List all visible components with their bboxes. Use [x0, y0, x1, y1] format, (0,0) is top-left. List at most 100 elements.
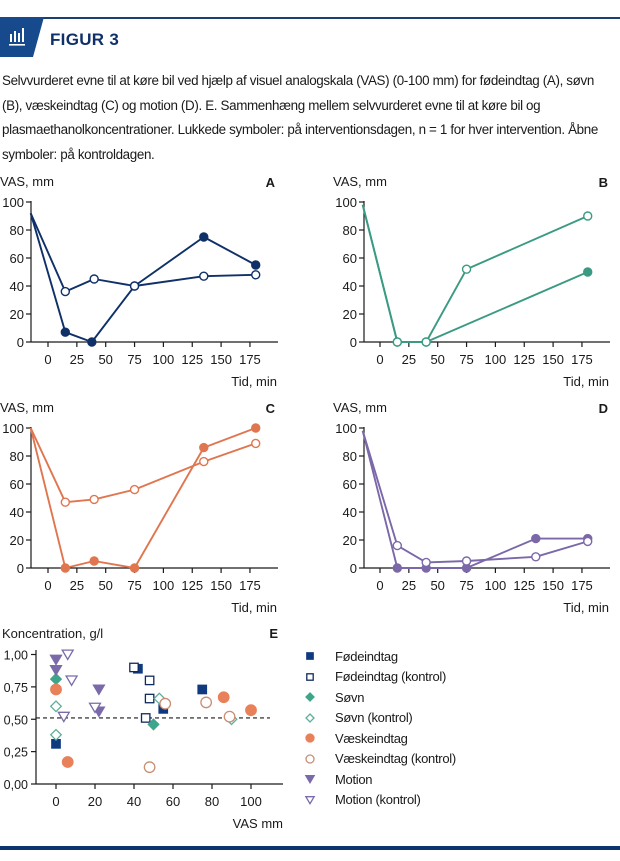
bar-chart-icon: [0, 17, 44, 57]
panel-e: 0,00 0,25 0,50 0,75 1,00 0 20 40 60 80 100 Koncentr…: [2, 626, 283, 831]
triangle-down-marker-icon: [304, 775, 316, 785]
data-point: [392, 540, 403, 551]
x-tick-label: 20: [88, 794, 102, 809]
legend-item: Motion (kontrol): [303, 790, 456, 811]
circle-marker-icon: [305, 733, 315, 743]
x-tick-label: 25: [402, 578, 416, 593]
data-point: [461, 264, 472, 274]
y-tick-label: 80: [10, 449, 24, 464]
series-line-intervention: [361, 430, 588, 569]
x-tick-label: 175: [239, 578, 261, 593]
data-point: [89, 494, 99, 505]
y-tick-label: 20: [10, 307, 24, 322]
scatter-point: [147, 718, 160, 731]
x-tick-label: 150: [210, 578, 232, 593]
legend-marker: [306, 652, 314, 661]
figure-badge: [0, 17, 44, 57]
data-point: [583, 536, 593, 547]
data-point: [531, 552, 541, 562]
series-line-control: [361, 430, 588, 564]
x-tick-label: 50: [98, 352, 112, 367]
scatter-point: [143, 761, 156, 774]
legend-marker: [305, 712, 315, 723]
figure-title: FIGUR 3: [50, 30, 120, 49]
legend-item: Væskeindtag (kontrol): [303, 749, 456, 770]
scatter-point: [57, 711, 71, 723]
x-axis-label: VAS mm: [233, 816, 283, 831]
scatter-point: [200, 696, 213, 709]
scatter-point: [144, 675, 155, 686]
panel-label: A: [266, 175, 276, 190]
data-point: [392, 337, 403, 347]
panel-label: B: [599, 175, 608, 190]
panel-label: E: [269, 626, 278, 641]
scatter-point: [61, 756, 74, 768]
y-tick-label: 1,00: [4, 649, 28, 663]
x-axis-label: Tid, min: [231, 600, 277, 615]
legend-item: Motion: [303, 769, 456, 790]
data-point: [199, 442, 209, 453]
legend-item: Søvn (kontrol): [303, 708, 456, 729]
y-axis-label: VAS, mm: [333, 400, 387, 415]
y-tick-label: 0: [17, 561, 24, 576]
scatter-point: [144, 693, 155, 704]
data-point: [421, 337, 431, 347]
header-rule: [32, 17, 620, 19]
x-tick-label: 175: [571, 578, 593, 593]
data-point: [251, 438, 261, 449]
x-tick-label: 100: [485, 352, 507, 367]
scatter-point: [50, 683, 62, 696]
data-point: [251, 423, 261, 433]
y-tick-label: 0: [17, 335, 24, 350]
scatter-point: [49, 654, 63, 666]
x-tick-label: 75: [459, 578, 473, 593]
x-axis-label: Tid, min: [563, 374, 609, 389]
x-tick-label: 25: [402, 352, 416, 367]
square-marker-icon: [306, 672, 314, 681]
x-tick-label: 25: [70, 352, 84, 367]
x-axis-label: Tid, min: [563, 600, 609, 615]
legend-label: Væskeindtag: [335, 730, 408, 746]
data-point: [89, 556, 99, 566]
x-tick-label: 100: [485, 578, 507, 593]
y-tick-label: 100: [335, 421, 357, 436]
y-tick-label: 40: [10, 505, 24, 520]
y-tick-label: 60: [10, 251, 24, 266]
y-tick-label: 80: [343, 449, 357, 464]
panel-a: 0 20 40 60 80 100 0 25 50 75 100 125 150 175 VAS, mm Ti…: [0, 174, 278, 389]
data-point: [251, 270, 261, 280]
y-tick-label: 0,00: [4, 778, 28, 792]
diamond-marker-icon: [305, 692, 315, 703]
legend-marker: [305, 692, 315, 703]
panel-b: 0 20 40 60 80 100 0 25 50 75 100 125 150 175 VAS, mm Ti…: [333, 174, 610, 389]
scatter-point: [129, 662, 139, 673]
y-tick-label: 40: [10, 279, 24, 294]
x-tick-label: 25: [70, 578, 84, 593]
y-tick-label: 80: [343, 223, 357, 238]
scatter-point: [61, 649, 75, 661]
data-point: [129, 484, 140, 495]
legend-item: Fødeindtag: [303, 646, 456, 667]
series-line-control: [29, 212, 256, 293]
y-tick-label: 0: [350, 335, 357, 350]
x-axis-label: Tid, min: [231, 374, 277, 389]
legend-label: Søvn (kontrol): [335, 710, 413, 726]
data-point: [583, 267, 593, 277]
data-point: [60, 327, 71, 337]
x-tick-label: 80: [205, 794, 219, 809]
x-tick-label: 125: [181, 578, 203, 593]
y-axis-label: VAS, mm: [0, 174, 54, 189]
legend-marker: [304, 795, 316, 805]
legend-label: Fødeindtag: [335, 648, 398, 664]
y-tick-label: 0,25: [4, 746, 28, 760]
x-tick-label: 75: [127, 352, 141, 367]
scatter-point: [197, 684, 208, 695]
y-axis-label: VAS, mm: [0, 400, 54, 415]
legend-item: Væskeindtag: [303, 728, 456, 749]
series-line-intervention: [29, 427, 257, 569]
y-tick-label: 20: [10, 533, 24, 548]
x-tick-label: 125: [513, 352, 535, 367]
y-tick-label: 0,50: [4, 713, 28, 727]
x-tick-label: 125: [181, 352, 203, 367]
x-tick-label: 0: [376, 352, 383, 367]
